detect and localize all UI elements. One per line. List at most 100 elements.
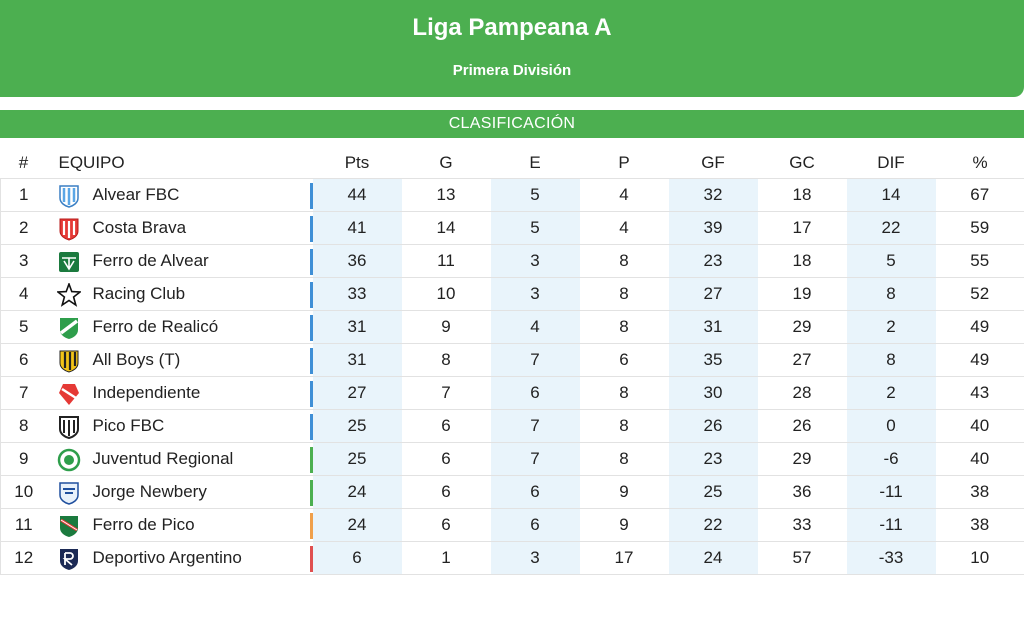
row-position: 9 [0,442,47,476]
row-goals-against: 18 [757,244,847,278]
row-goals-against: 36 [757,475,847,509]
row-team-cell[interactable]: Juventud Regional [46,442,313,476]
row-points: 41 [312,211,402,245]
row-goals-against: 17 [757,211,847,245]
row-team-cell[interactable]: Ferro de Realicó [46,310,313,344]
team-name[interactable]: Deportivo Argentino [92,548,242,567]
row-drawn: 7 [490,442,580,476]
row-position: 7 [0,376,47,410]
row-goals-against: 28 [757,376,847,410]
row-position: 1 [0,178,47,212]
row-lost: 9 [579,508,669,542]
row-won: 14 [401,211,491,245]
row-team-cell[interactable]: Independiente [46,376,313,410]
row-goals-against: 19 [757,277,847,311]
league-header: Liga Pampeana A Primera División [0,0,1024,97]
row-team-cell[interactable]: Racing Club [46,277,313,311]
team-name[interactable]: Ferro de Realicó [92,317,219,336]
row-won: 6 [401,475,491,509]
row-won: 6 [401,508,491,542]
ferro-de-alvear-crest-icon [57,250,81,274]
table-row[interactable]: 2 Costa Brava 41 14 5 4 39 17 22 59 [0,211,1024,245]
table-row[interactable]: 11 Ferro de Pico 24 6 6 9 22 33 -11 38 [0,508,1024,542]
row-goal-difference: 22 [846,211,936,245]
row-team-cell[interactable]: All Boys (T) [46,343,313,377]
table-row[interactable]: 6 All Boys (T) 31 8 7 6 35 27 8 49 [0,343,1024,377]
row-position: 6 [0,343,47,377]
row-percentage: 10 [935,541,1024,575]
row-goal-difference: 14 [846,178,936,212]
team-name[interactable]: Juventud Regional [92,449,234,468]
row-position: 10 [0,475,47,509]
col-header-dif: DIF [877,153,905,172]
zone-indicator [309,348,313,374]
row-percentage: 59 [935,211,1024,245]
row-goal-difference: 8 [846,277,936,311]
row-percentage: 40 [935,442,1024,476]
team-name[interactable]: Racing Club [92,284,186,303]
table-row[interactable]: 5 Ferro de Realicó 31 9 4 8 31 29 2 49 [0,310,1024,344]
row-position: 12 [0,541,47,575]
row-goals-against: 29 [757,442,847,476]
row-points: 36 [312,244,402,278]
row-percentage: 43 [935,376,1024,410]
row-lost: 8 [579,409,669,443]
row-percentage: 52 [935,277,1024,311]
table-row[interactable]: 3 Ferro de Alvear 36 11 3 8 23 18 5 55 [0,244,1024,278]
row-goals-for: 24 [668,541,758,575]
racing-club-crest-icon [55,281,82,307]
row-won: 6 [401,442,491,476]
row-lost: 4 [579,178,669,212]
col-header-pct: % [972,153,988,172]
table-row[interactable]: 8 Pico FBC 25 6 7 8 26 26 0 40 [0,409,1024,443]
row-goals-against: 57 [757,541,847,575]
row-goals-for: 23 [668,442,758,476]
team-name[interactable]: Alvear FBC [92,185,180,204]
row-team-cell[interactable]: Jorge Newbery [46,475,313,509]
row-won: 9 [401,310,491,344]
row-percentage: 67 [935,178,1024,212]
row-drawn: 5 [490,178,580,212]
zone-indicator [309,183,313,209]
row-lost: 8 [579,244,669,278]
team-name[interactable]: All Boys (T) [92,350,181,369]
independiente-crest-icon [57,382,81,406]
row-team-cell[interactable]: Costa Brava [46,211,313,245]
team-name[interactable]: Ferro de Pico [92,515,195,534]
row-drawn: 7 [490,409,580,443]
row-team-cell[interactable]: Deportivo Argentino [46,541,313,575]
row-won: 6 [401,409,491,443]
team-name[interactable]: Independiente [92,383,201,402]
team-name[interactable]: Pico FBC [92,416,165,435]
row-goals-against: 27 [757,343,847,377]
table-row[interactable]: 12 Deportivo Argentino 6 1 3 17 24 57 -3… [0,541,1024,575]
team-name[interactable]: Ferro de Alvear [92,251,209,270]
row-position: 4 [0,277,47,311]
row-goal-difference: -11 [846,508,936,542]
row-team-cell[interactable]: Ferro de Pico [46,508,313,542]
table-row[interactable]: 9 Juventud Regional 25 6 7 8 23 29 -6 40 [0,442,1024,476]
row-goal-difference: 5 [846,244,936,278]
table-row[interactable]: 10 Jorge Newbery 24 6 6 9 25 36 -11 38 [0,475,1024,509]
team-name[interactable]: Jorge Newbery [92,482,207,501]
team-name[interactable]: Costa Brava [92,218,187,237]
row-goals-against: 29 [757,310,847,344]
row-won: 13 [401,178,491,212]
row-team-cell[interactable]: Pico FBC [46,409,313,443]
table-row[interactable]: 7 Independiente 27 7 6 8 30 28 2 43 [0,376,1024,410]
zone-indicator [309,447,313,473]
row-team-cell[interactable]: Ferro de Alvear [46,244,313,278]
table-row[interactable]: 4 Racing Club 33 10 3 8 27 19 8 52 [0,277,1024,311]
row-lost: 8 [579,376,669,410]
zone-indicator [309,480,313,506]
table-row[interactable]: 1 Alvear FBC 44 13 5 4 32 18 14 67 [0,178,1024,212]
costa-brava-crest-icon [57,217,81,241]
row-goals-for: 27 [668,277,758,311]
row-percentage: 49 [935,310,1024,344]
row-goals-for: 32 [668,178,758,212]
col-header-g: G [439,153,453,172]
row-drawn: 3 [490,277,580,311]
row-lost: 17 [579,541,669,575]
row-team-cell[interactable]: Alvear FBC [46,178,313,212]
row-percentage: 55 [935,244,1024,278]
